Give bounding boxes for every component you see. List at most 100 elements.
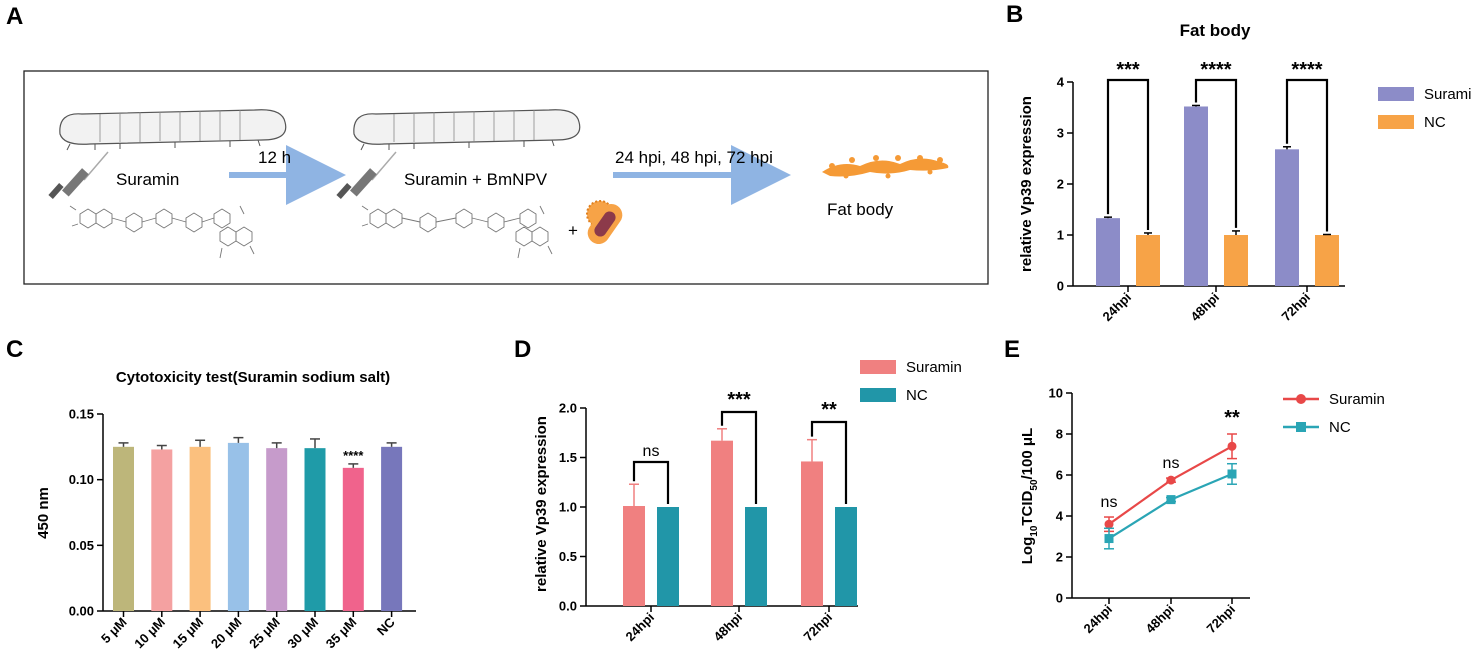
y-axis-label-part: /100 μL [1019,428,1036,480]
chart-b-fat-body: Fat body 0 1 2 3 4 relative Vp39 expression ***… [1018,21,1472,324]
y-axis-label: relative Vp39 expression [533,416,550,592]
y-tick-label: 0.10 [69,472,94,487]
bar-nc [745,507,767,606]
panel-label-a: A [6,3,23,30]
x-tick-label: 48hpi [1187,290,1222,325]
legend-swatch [1378,115,1414,129]
chart-title: Fat body [1180,21,1251,40]
x-tick-label: NC [374,614,398,638]
panel-label-e: E [1004,336,1020,363]
y-tick-label: 0.05 [69,538,94,553]
legend-marker [1296,394,1306,404]
significance-label: ns [1163,455,1180,472]
schematic-frame [23,70,989,285]
y-tick-label: 3 [1057,126,1064,141]
x-tick-label: 48hpi [1142,602,1177,637]
legend-swatch [1378,87,1414,101]
x-tick-label: 72hpi [800,610,835,645]
bar-nc [835,507,857,606]
significance-bracket [1106,78,1150,230]
panel-label-b: B [1006,1,1023,28]
y-tick-label: 2 [1056,550,1063,565]
x-tick-label: 48hpi [710,610,745,645]
x-tick-label: 30 μM [284,615,321,652]
y-tick-label: 10 [1049,386,1063,401]
bar [342,467,364,611]
y-tick-label: 4 [1057,75,1065,90]
bar-suramin [1096,218,1120,286]
panel-label-d: D [514,336,531,363]
y-tick-label: 0 [1057,279,1064,294]
x-tick-label: 35 μM [323,615,360,652]
y-tick-label: 0.00 [69,604,94,619]
bar-suramin [623,506,645,606]
y-tick-label: 0.0 [559,599,577,614]
data-point-suramin [1166,475,1176,485]
y-tick-label: 1.5 [559,450,577,465]
y-tick-label: 4 [1056,509,1064,524]
x-tick-label: 20 μM [208,615,245,652]
y-tick-label: 0.5 [559,549,577,564]
bar-nc [1136,235,1160,286]
x-tick-label: 24hpi [1080,602,1115,637]
x-tick-label: 15 μM [170,615,207,652]
significance-label: ** [821,399,837,421]
legend-label: NC [906,387,928,404]
significance-label: ** [1224,407,1240,429]
data-point-nc [1227,469,1237,479]
x-tick-label: 5 μM [98,615,130,647]
arrow2-label: 24 hpi, 48 hpi, 72 hpi [615,148,773,167]
fat-body-illustration [822,155,949,179]
y-tick-label: 2.0 [559,401,577,416]
schematic-panel: Suramin 12 h Suramin + BmNP [23,70,989,285]
significance-label: **** [1291,59,1322,81]
result-label: Fat body [827,200,894,219]
bar-suramin [711,440,733,606]
x-tick-label: 24hpi [1099,290,1134,325]
y-tick-label: 8 [1056,427,1063,442]
data-point-nc [1104,534,1114,544]
y-tick-label: 0 [1056,591,1063,606]
bar [113,446,134,611]
y-axis-label-part: 10 [1029,525,1040,537]
legend-label: Suramin [1329,391,1385,408]
syringe-illustration [48,151,109,199]
bar-suramin [1184,106,1208,286]
significance-label: *** [727,389,751,411]
suramin-structure-icon [361,205,553,259]
x-tick-label: 25 μM [246,615,283,652]
suramin-structure-icon [69,205,255,259]
chart-c-cytotoxicity: Cytotoxicity test(Suramin sodium salt) 0.… [35,369,416,651]
y-tick-label: 1.0 [559,500,577,515]
bar-nc [1224,235,1248,286]
legend-swatch [860,360,896,374]
x-tick-label: 24hpi [622,610,657,645]
significance-bracket [632,460,670,504]
significance-label: **** [343,448,364,463]
y-axis-label: Log10TCID50/100 μL [1019,428,1040,564]
legend-label: Suramin [906,359,962,376]
data-point-suramin [1227,441,1237,451]
y-tick-label: 1 [1057,228,1064,243]
bar-suramin [801,461,823,606]
bar-suramin [1275,149,1299,286]
bmnpv-virus-icon [586,200,623,245]
legend-swatch [860,388,896,402]
y-axis-label-part: TCID [1019,490,1036,525]
x-tick-label: 72hpi [1278,290,1313,325]
bar-nc [1315,235,1339,286]
bar [227,442,249,611]
x-tick-label: 72hpi [1203,602,1238,637]
significance-bracket [1194,78,1238,228]
legend-label: NC [1329,419,1351,436]
x-tick-label: 10 μM [131,615,168,652]
legend-label: NC [1424,114,1446,131]
y-axis-label: 450 nm [35,487,52,539]
chart-title: Cytotoxicity test(Suramin sodium salt) [116,369,390,386]
significance-label: ns [643,443,660,460]
y-tick-label: 2 [1057,177,1064,192]
significance-bracket [810,420,848,504]
y-tick-label: 6 [1056,468,1063,483]
bar [189,446,211,611]
